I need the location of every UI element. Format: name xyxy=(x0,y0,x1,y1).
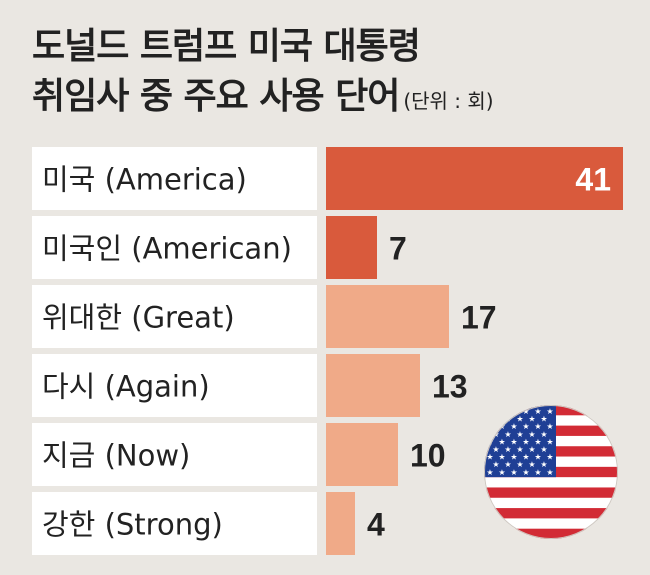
svg-text:★: ★ xyxy=(510,422,517,431)
svg-text:★: ★ xyxy=(528,445,535,454)
unit-label: (단위 : 회) xyxy=(403,89,494,113)
category-label-bg xyxy=(32,285,317,348)
svg-text:★: ★ xyxy=(546,437,553,446)
svg-text:★: ★ xyxy=(516,460,523,469)
category-label-bg xyxy=(32,423,317,486)
value-label: 10 xyxy=(410,438,446,474)
svg-text:★: ★ xyxy=(498,437,505,446)
bar xyxy=(326,285,449,348)
value-label: 17 xyxy=(461,300,497,336)
svg-text:★: ★ xyxy=(528,460,535,469)
svg-text:★: ★ xyxy=(492,415,499,424)
svg-text:★: ★ xyxy=(546,468,553,477)
bar xyxy=(326,147,623,210)
svg-text:★: ★ xyxy=(516,445,523,454)
svg-text:★: ★ xyxy=(486,422,493,431)
svg-text:★: ★ xyxy=(516,415,523,424)
category-label: 지금 (Now) xyxy=(42,439,190,473)
svg-text:★: ★ xyxy=(546,422,553,431)
svg-text:★: ★ xyxy=(522,437,529,446)
svg-text:★: ★ xyxy=(528,430,535,439)
category-label-bg xyxy=(32,492,317,555)
svg-text:★: ★ xyxy=(498,453,505,462)
category-label: 다시 (Again) xyxy=(42,370,210,404)
category-label-bg xyxy=(32,354,317,417)
svg-text:★: ★ xyxy=(504,445,511,454)
bar xyxy=(326,354,420,417)
value-label: 4 xyxy=(367,507,385,543)
svg-text:★: ★ xyxy=(540,460,547,469)
svg-text:★: ★ xyxy=(546,453,553,462)
category-label: 강한 (Strong) xyxy=(42,508,223,542)
svg-text:★: ★ xyxy=(522,453,529,462)
svg-text:★: ★ xyxy=(522,468,529,477)
svg-text:★: ★ xyxy=(492,460,499,469)
category-label: 미국 (America) xyxy=(42,163,247,197)
title-line-1: 도널드 트럼프 미국 대통령 xyxy=(32,26,421,67)
svg-text:★: ★ xyxy=(534,422,541,431)
bar xyxy=(326,492,355,555)
svg-text:★: ★ xyxy=(504,460,511,469)
svg-text:★: ★ xyxy=(534,453,541,462)
value-label: 7 xyxy=(389,231,407,267)
svg-text:★: ★ xyxy=(498,468,505,477)
svg-text:★: ★ xyxy=(522,422,529,431)
title-line-2: 취임사 중 주요 사용 단어 xyxy=(32,76,400,117)
svg-text:★: ★ xyxy=(486,453,493,462)
svg-text:★: ★ xyxy=(534,407,541,416)
svg-text:★: ★ xyxy=(504,430,511,439)
value-label: 41 xyxy=(575,162,611,198)
bar xyxy=(326,216,377,279)
svg-text:★: ★ xyxy=(540,415,547,424)
svg-text:★: ★ xyxy=(510,437,517,446)
svg-text:★: ★ xyxy=(498,407,505,416)
svg-text:★: ★ xyxy=(510,468,517,477)
svg-text:★: ★ xyxy=(516,430,523,439)
svg-text:★: ★ xyxy=(486,407,493,416)
svg-text:★: ★ xyxy=(492,445,499,454)
svg-text:★: ★ xyxy=(522,407,529,416)
svg-text:★: ★ xyxy=(486,468,493,477)
svg-text:★: ★ xyxy=(540,445,547,454)
category-label-bg xyxy=(32,147,317,210)
svg-text:★: ★ xyxy=(546,407,553,416)
value-label: 13 xyxy=(432,369,468,405)
category-label: 미국인 (American) xyxy=(42,232,292,266)
svg-text:★: ★ xyxy=(534,437,541,446)
svg-text:★: ★ xyxy=(510,453,517,462)
svg-text:★: ★ xyxy=(528,415,535,424)
svg-text:★: ★ xyxy=(534,468,541,477)
category-label: 위대한 (Great) xyxy=(42,301,235,335)
category-label-bg xyxy=(32,216,317,279)
chart-title: 도널드 트럼프 미국 대통령 취임사 중 주요 사용 단어 (단위 : 회) xyxy=(32,22,494,126)
bar xyxy=(326,423,398,486)
svg-text:★: ★ xyxy=(540,430,547,439)
